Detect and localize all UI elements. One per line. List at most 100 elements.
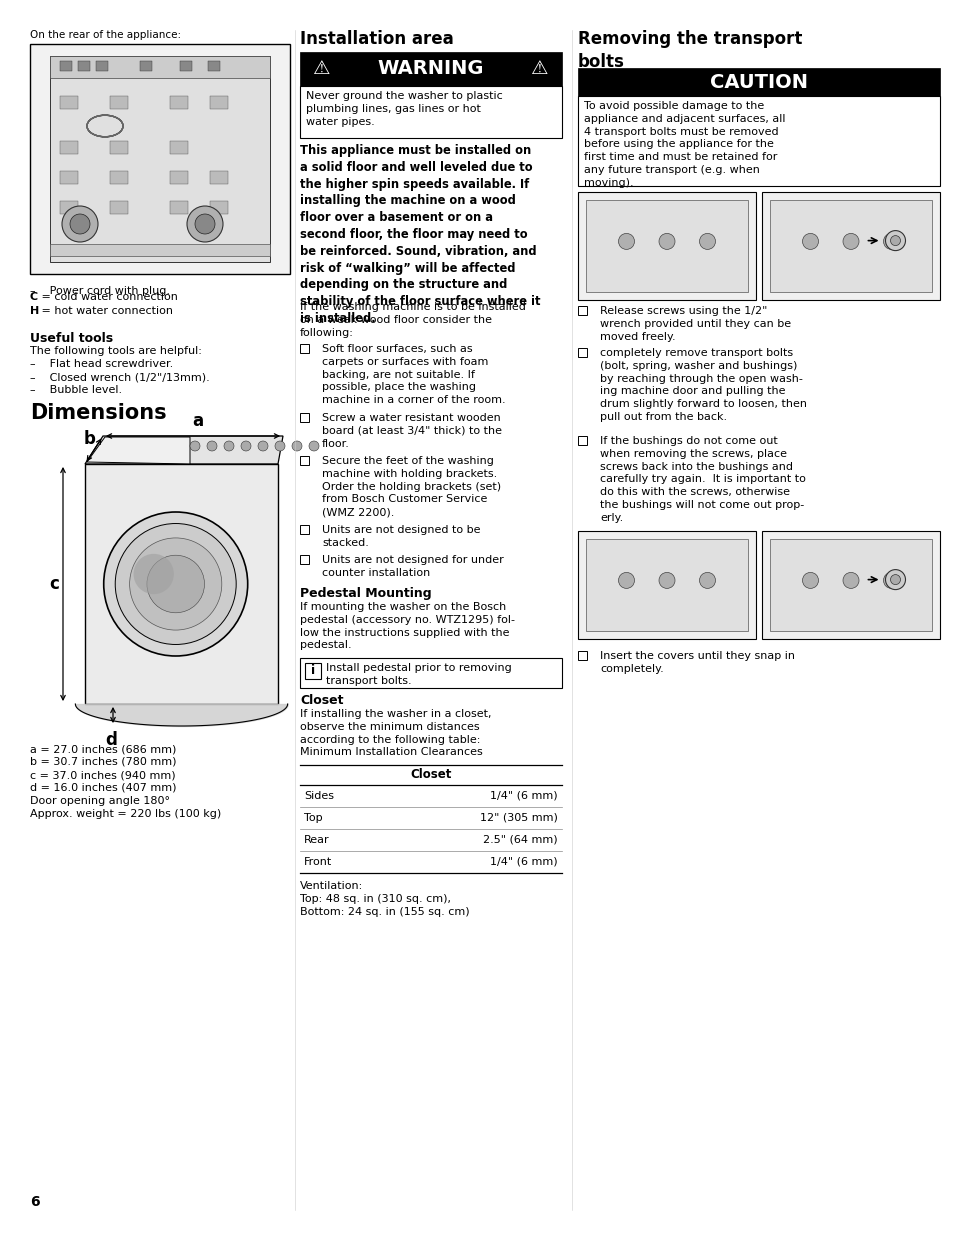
Text: 12" (305 mm): 12" (305 mm) — [479, 813, 558, 823]
Text: CAUTION: CAUTION — [709, 73, 807, 91]
Circle shape — [62, 206, 98, 242]
Circle shape — [659, 233, 675, 249]
Text: –    Bubble level.: – Bubble level. — [30, 385, 122, 395]
Text: To avoid possible damage to the
appliance and adjacent surfaces, all
4 transport: To avoid possible damage to the applianc… — [583, 101, 784, 188]
Bar — [170, 96, 188, 109]
Bar — [769, 538, 931, 631]
Circle shape — [194, 214, 214, 233]
Bar — [578, 348, 586, 357]
Text: = cold water connection: = cold water connection — [38, 291, 177, 303]
Text: completely remove transport bolts
(bolt, spring, washer and bushings)
by reachin: completely remove transport bolts (bolt,… — [599, 348, 806, 422]
Text: Never ground the washer to plastic
plumbing lines, gas lines or hot
water pipes.: Never ground the washer to plastic plumb… — [306, 91, 502, 127]
Text: The following tools are helpful:: The following tools are helpful: — [30, 346, 202, 356]
Bar — [578, 96, 939, 186]
Circle shape — [274, 441, 285, 451]
Bar — [78, 61, 90, 70]
Bar — [769, 200, 931, 291]
Bar — [210, 96, 228, 109]
Text: Soft floor surfaces, such as
carpets or surfaces with foam
backing, are not suit: Soft floor surfaces, such as carpets or … — [322, 345, 505, 405]
Circle shape — [207, 441, 216, 451]
Circle shape — [187, 206, 223, 242]
Polygon shape — [87, 437, 190, 464]
Bar — [299, 658, 561, 688]
Text: Pedestal Mounting: Pedestal Mounting — [299, 587, 431, 600]
Text: –    Closed wrench (1/2"/13mm).: – Closed wrench (1/2"/13mm). — [30, 372, 210, 382]
Text: Rear: Rear — [304, 835, 330, 845]
Text: On the rear of the appliance:: On the rear of the appliance: — [30, 30, 181, 40]
Text: Units are not designed for under
counter installation: Units are not designed for under counter… — [322, 555, 503, 578]
Bar — [110, 170, 128, 184]
Text: Secure the feet of the washing
machine with holding brackets.
Order the holding : Secure the feet of the washing machine w… — [322, 456, 500, 517]
Text: ⚠: ⚠ — [531, 59, 548, 79]
Text: Install pedestal prior to removing
transport bolts.: Install pedestal prior to removing trans… — [326, 663, 511, 685]
Bar — [299, 525, 309, 534]
Bar — [761, 191, 939, 300]
Circle shape — [801, 572, 818, 588]
Circle shape — [133, 553, 173, 594]
Circle shape — [257, 441, 268, 451]
Bar — [299, 52, 561, 86]
Bar — [60, 170, 78, 184]
Bar — [305, 663, 320, 679]
Bar — [578, 68, 939, 96]
Circle shape — [241, 441, 251, 451]
Circle shape — [699, 572, 715, 588]
Polygon shape — [85, 436, 283, 464]
Bar — [50, 245, 270, 256]
Text: Door opening angle 180°: Door opening angle 180° — [30, 797, 170, 806]
Bar — [585, 200, 747, 291]
Text: Sides: Sides — [304, 790, 334, 802]
Text: Closet: Closet — [410, 768, 451, 782]
Bar — [170, 170, 188, 184]
Text: Units are not designed to be
stacked.: Units are not designed to be stacked. — [322, 525, 480, 548]
Text: If the bushings do not come out
when removing the screws, place
screws back into: If the bushings do not come out when rem… — [599, 436, 805, 522]
Text: Insert the covers until they snap in
completely.: Insert the covers until they snap in com… — [599, 651, 794, 674]
Text: a: a — [193, 412, 203, 430]
Text: If installing the washer in a closet,
observe the minimum distances
according to: If installing the washer in a closet, ob… — [299, 709, 491, 757]
Bar — [299, 345, 309, 353]
Bar — [299, 412, 309, 422]
Bar — [578, 436, 586, 445]
Text: d = 16.0 inches (407 mm): d = 16.0 inches (407 mm) — [30, 783, 176, 793]
Bar — [110, 201, 128, 214]
Bar — [170, 141, 188, 154]
Circle shape — [309, 441, 318, 451]
Text: 2.5" (64 mm): 2.5" (64 mm) — [483, 835, 558, 845]
Bar — [96, 61, 108, 70]
Bar — [578, 651, 586, 659]
Text: Installation area: Installation area — [299, 30, 454, 48]
Bar — [210, 170, 228, 184]
Text: Ventilation:
Top: 48 sq. in (310 sq. cm),
Bottom: 24 sq. in (155 sq. cm): Ventilation: Top: 48 sq. in (310 sq. cm)… — [299, 881, 469, 916]
Bar — [208, 61, 220, 70]
Text: 1/4" (6 mm): 1/4" (6 mm) — [490, 790, 558, 802]
Circle shape — [884, 569, 904, 589]
Circle shape — [292, 441, 302, 451]
Text: This appliance must be installed on
a solid floor and well leveled due to
the hi: This appliance must be installed on a so… — [299, 144, 540, 325]
Text: ⚠: ⚠ — [313, 59, 331, 79]
Text: b = 30.7 inches (780 mm): b = 30.7 inches (780 mm) — [30, 757, 176, 767]
Bar — [578, 306, 586, 315]
Circle shape — [889, 236, 900, 246]
Circle shape — [882, 572, 899, 588]
Circle shape — [842, 233, 858, 249]
Text: H: H — [30, 306, 39, 316]
Bar — [299, 86, 561, 138]
Text: Front: Front — [304, 857, 332, 867]
Text: Dimensions: Dimensions — [30, 403, 167, 424]
Bar — [299, 456, 309, 466]
Bar — [30, 44, 290, 274]
Bar — [299, 555, 309, 564]
Bar — [60, 141, 78, 154]
Circle shape — [889, 574, 900, 584]
Text: Approx. weight = 220 lbs (100 kg): Approx. weight = 220 lbs (100 kg) — [30, 809, 221, 819]
Text: d: d — [105, 731, 117, 748]
Circle shape — [801, 233, 818, 249]
Circle shape — [882, 233, 899, 249]
Text: If mounting the washer on the Bosch
pedestal (accessory no. WTZ1295) fol-
low th: If mounting the washer on the Bosch pede… — [299, 601, 515, 651]
Bar — [210, 201, 228, 214]
Bar — [110, 96, 128, 109]
Text: b: b — [84, 430, 96, 448]
Text: = hot water connection: = hot water connection — [38, 306, 172, 316]
Text: Release screws using the 1/2"
wrench provided until they can be
moved freely.: Release screws using the 1/2" wrench pro… — [599, 306, 790, 342]
Bar — [578, 191, 755, 300]
